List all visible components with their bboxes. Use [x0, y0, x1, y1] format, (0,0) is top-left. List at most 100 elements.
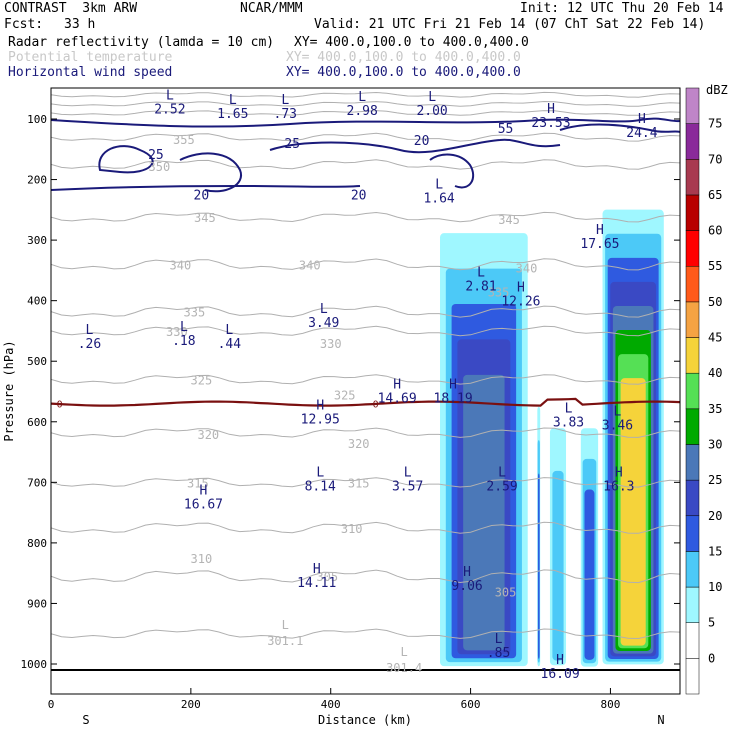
colorbar-tick-label: 55 [708, 259, 722, 273]
theta-contour-label: 335 [184, 306, 206, 320]
theta-contour-label: 335 [488, 286, 510, 300]
wind-extremum-value: .85 [487, 646, 510, 661]
wind-extremum-marker: H [393, 377, 401, 392]
theta-contour-label: 305 [316, 570, 338, 584]
wind-extremum-value: 16.3 [603, 479, 634, 494]
x-tick-label: 200 [181, 698, 201, 711]
wind-extremum-marker: H [449, 377, 457, 392]
colorbar-tick-label: 15 [708, 544, 722, 558]
wind-extremum-marker: L [320, 302, 328, 317]
theta-extremum-value: 301.4 [386, 661, 422, 675]
reflectivity-layer [434, 185, 667, 671]
theta-contour-label: 315 [348, 476, 370, 490]
wind-contour-label: 55 [498, 122, 514, 137]
wind-extremum-marker: L [404, 465, 412, 480]
x-axis-left-end: S [82, 713, 89, 727]
y-tick-label: 500 [27, 355, 47, 368]
wind-extremum-value: 1.65 [217, 107, 248, 122]
wind-extremum-marker: H [517, 281, 525, 296]
y-tick-label: 300 [27, 234, 47, 247]
theta-extremum-marker: L [401, 645, 408, 659]
wind-extremum-value: 2.81 [465, 279, 496, 294]
valid-time: Valid: 21 UTC Fri 21 Feb 14 (07 ChT Sat … [314, 17, 706, 32]
wind-contour-line [269, 138, 561, 154]
wind-extremum-value: 23.53 [531, 116, 570, 131]
colorbar-swatch [685, 479, 700, 517]
theta-contour-label: 310 [341, 522, 363, 536]
theta-contour-line [51, 110, 680, 116]
colorbar-tick-label: 25 [708, 473, 722, 487]
theta-contour-label: 345 [194, 211, 216, 225]
wind-extremum-marker: L [229, 93, 237, 108]
wind-extremum-value: .18 [172, 334, 195, 349]
wind-extremum-value: 2.52 [154, 103, 185, 118]
wind-contour-label: 25 [148, 148, 164, 163]
colorbar-swatch [685, 586, 700, 623]
colorbar-tick-label: 60 [708, 224, 722, 238]
colorbar-tick-label: 50 [708, 295, 722, 309]
wind-extremum-marker: L [614, 405, 622, 420]
theta-contour-line [51, 100, 680, 107]
plot-area [51, 88, 680, 694]
wind-extremum-marker: L [225, 323, 233, 338]
theta-contour-label: 350 [149, 160, 171, 174]
wind-contour-line [429, 153, 475, 189]
org-label: NCAR/MMM [240, 1, 303, 16]
model-title: CONTRAST 3km ARW [4, 1, 138, 16]
colorbar-swatch [685, 159, 700, 196]
init-time: Init: 12 UTC Thu 20 Feb 14 [520, 1, 724, 16]
reflectivity-cell [463, 374, 505, 651]
field-wind-name: Horizontal wind speed [8, 65, 173, 80]
wind-extremum-marker: H [313, 562, 321, 577]
wind-contour-label: 25 [284, 137, 300, 152]
theta-contours [51, 91, 680, 640]
colorbar-tick-label: 0 [708, 651, 715, 665]
theta-contour-line [51, 477, 680, 488]
colorbar-tick-label: 10 [708, 580, 722, 594]
field-theta-xy: XY= 400.0,100.0 to 400.0,400.0 [286, 50, 521, 65]
reflectivity-cell [552, 470, 564, 661]
wind-extremum-marker: H [556, 653, 564, 668]
x-tick-label: 600 [461, 698, 481, 711]
theta-contour-label: 305 [495, 585, 517, 599]
colorbar-swatch [685, 194, 700, 231]
wind-extremum-marker: L [180, 320, 188, 335]
reflectivity-cell [620, 378, 646, 646]
y-tick-label: 400 [27, 295, 47, 308]
wind-extremum-value: 2.98 [347, 104, 378, 119]
wind-extremum-marker: L [565, 402, 573, 417]
theta-extremum-marker: L [282, 618, 289, 632]
colorbar-swatch [685, 658, 700, 695]
wind-extremum-marker: H [316, 399, 324, 414]
forecast-label: Fcst: [4, 17, 44, 32]
wind-contour-line [51, 117, 680, 128]
theta-contour-label: 340 [299, 258, 321, 272]
wind-extremum-value: 24.4 [626, 126, 657, 141]
colorbar-swatch [685, 515, 700, 552]
colorbar-unit: dBZ [706, 83, 728, 97]
wind-extremum-marker: H [615, 465, 623, 480]
colorbar-swatch [685, 265, 700, 303]
colorbar-swatch [685, 408, 700, 445]
colorbar-tick-label: 45 [708, 331, 722, 345]
theta-contour-label: 315 [187, 476, 209, 490]
y-tick-label: 900 [27, 597, 47, 610]
wind-extremum-marker: H [547, 102, 555, 117]
wind-extremum-value: 3.83 [553, 416, 584, 431]
colorbar: dBZ 0 5 10 15 20 25 30 35 40 45 50 55 60 65 70 75 [685, 83, 728, 695]
theta-contour-line [51, 521, 680, 534]
x-tick-label: 0 [48, 698, 55, 711]
wind-extremum-value: 17.65 [580, 237, 619, 252]
theta-contour-line [51, 374, 680, 385]
theta-contour-label: 355 [173, 133, 195, 147]
wind-extremum-value: 1.64 [423, 192, 454, 207]
colorbar-swatch [685, 372, 700, 410]
wind-contour-line [51, 184, 361, 191]
wind-extremum-value: 14.11 [297, 576, 336, 591]
theta-contour-label: 340 [170, 258, 192, 272]
colorbar-tick-label: 5 [708, 616, 715, 630]
theta-contour-label: 325 [334, 389, 356, 403]
colorbar-swatch [685, 123, 700, 160]
